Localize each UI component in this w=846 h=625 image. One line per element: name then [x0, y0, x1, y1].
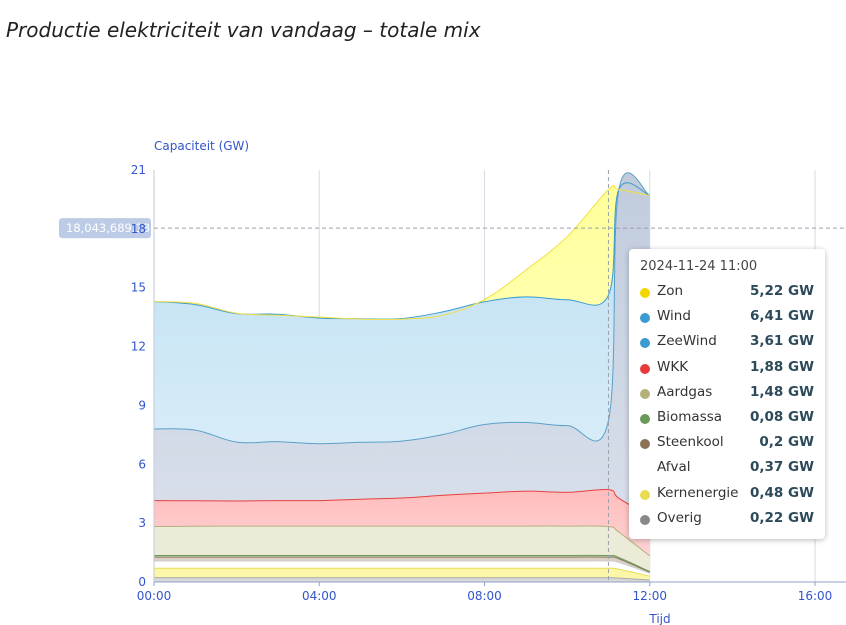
line-aardgas — [153, 525, 651, 557]
line-biomassa — [153, 554, 651, 573]
x-tick-label: 12:00 — [632, 589, 667, 603]
tooltip-series-name: Kernenergie — [657, 484, 739, 501]
legend-dot-icon — [640, 514, 650, 525]
y-axis-label: Capaciteit (GW) — [154, 139, 249, 153]
tooltip-series-name: Steenkool — [657, 434, 724, 451]
tooltip-series-value: 3,61 GW — [750, 333, 814, 350]
tooltip-row: Aardgas 1,48 GW — [640, 384, 814, 404]
tooltip-row: Overig 0,22 GW — [640, 510, 814, 530]
tooltip-series-name: Zon — [657, 283, 684, 299]
tooltip-series-name: ZeeWind — [657, 333, 717, 350]
legend-dot-icon — [640, 489, 650, 500]
y-tick-label: 6 — [138, 457, 146, 471]
x-axis-label: Tijd — [648, 612, 670, 625]
tooltip-series-value: 5,22 GW — [750, 283, 814, 299]
crosshair-label: 18,043,689.13 — [66, 221, 150, 235]
tooltip-row: Wind 6,41 GW — [640, 308, 814, 328]
tooltip-row: ZeeWind 3,61 GW — [640, 333, 814, 353]
tooltip-series-name: Afval — [657, 459, 691, 476]
tooltip-series-value: 6,41 GW — [750, 308, 814, 325]
tooltip-series-value: 0,22 GW — [750, 509, 814, 526]
x-tick-label: 00:00 — [137, 589, 172, 603]
legend-dot-icon — [640, 388, 650, 399]
legend-dot-icon — [640, 414, 650, 424]
x-tick-label: 04:00 — [302, 589, 337, 603]
legend-dot-icon — [640, 338, 650, 349]
line-afval — [153, 560, 650, 574]
tooltip-series-value: 1,48 GW — [750, 383, 814, 400]
tooltip-row: WKK 1,88 GW — [640, 359, 814, 379]
legend-dot-icon — [640, 288, 650, 298]
legend-dot-icon — [640, 363, 650, 374]
area-wind — [154, 172, 650, 582]
tooltip-series-name: WKK — [657, 358, 689, 375]
tooltip-row: Afval 0,37 GW — [640, 459, 814, 479]
tooltip-series-value: 0,37 GW — [750, 459, 814, 476]
crosshair-label-box — [59, 218, 151, 239]
y-tick-label: 12 — [131, 340, 146, 354]
tooltip-series-name: Overig — [657, 509, 702, 526]
legend-dot-icon — [640, 439, 650, 450]
tooltip-row: Steenkool 0,2 GW — [640, 434, 814, 454]
line-wkk — [153, 488, 651, 518]
tooltip-row: Biomassa 0,08 GW — [640, 409, 814, 429]
area-overig — [154, 577, 650, 582]
tooltip-series-value: 0,2 GW — [759, 434, 814, 451]
y-tick-label: 0 — [138, 575, 146, 589]
tooltip-series-value: 0,08 GW — [750, 409, 814, 425]
tooltip-series-name: Wind — [657, 308, 691, 325]
tooltip-row: Zon 5,22 GW — [640, 283, 814, 303]
tooltip-series-value: 0,48 GW — [750, 484, 814, 501]
tooltip: 2024-11-24 11:00 Zon 5,22 GW Wind 6,41 GW Ze… — [629, 249, 825, 539]
y-tick-label: 15 — [131, 281, 146, 295]
line-overig — [153, 577, 650, 581]
line-wind — [153, 172, 651, 445]
tooltip-series-name: Biomassa — [657, 409, 723, 425]
legend-dot-icon — [640, 464, 650, 475]
tooltip-series-value: 1,88 GW — [750, 358, 814, 375]
tooltip-series-name: Aardgas — [657, 383, 713, 400]
line-kernenergie — [153, 567, 650, 577]
x-tick-label: 08:00 — [467, 589, 502, 603]
tooltip-title: 2024-11-24 11:00 — [640, 259, 758, 274]
y-tick-label: 3 — [138, 516, 146, 530]
tooltip-row: Kernenergie 0,48 GW — [640, 485, 814, 505]
x-tick-label: 16:00 — [798, 589, 833, 603]
page-title: Productie elektriciteit van vandaag – to… — [6, 18, 481, 42]
y-tick-label: 9 — [138, 398, 146, 412]
y-tick-label: 18 — [131, 222, 146, 236]
line-zon — [153, 185, 650, 321]
y-tick-label: 21 — [131, 163, 146, 177]
legend-dot-icon — [640, 313, 650, 324]
line-steenkool — [153, 556, 650, 573]
